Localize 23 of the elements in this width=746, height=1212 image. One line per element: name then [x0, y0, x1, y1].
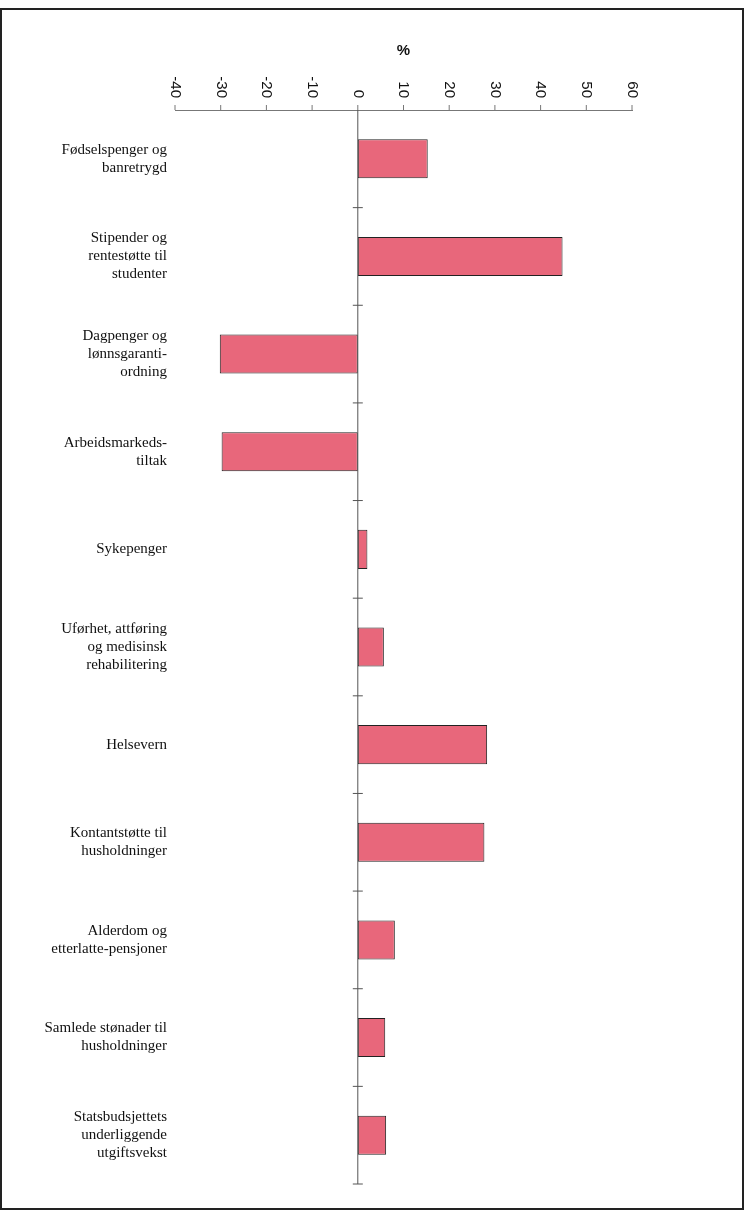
y-tick-label: Sykepenger: [96, 540, 167, 557]
x-tick-label: 30: [487, 81, 505, 98]
x-tick-label: 20: [442, 81, 460, 98]
y-tick-label: Helsevern: [106, 735, 168, 752]
x-tick-label: 0: [350, 89, 368, 98]
x-tick-label: 60: [624, 81, 642, 98]
x-tick-label: -30: [213, 76, 231, 98]
y-tick-label: Stipender og rentestøtte til studenter: [88, 229, 168, 282]
x-tick-label: 10: [396, 81, 414, 98]
x-tick-label: -40: [167, 76, 185, 98]
x-tick-label: 40: [533, 81, 551, 98]
y-tick-label: Alderdom og etterlatte-pensjoner: [51, 921, 168, 956]
y-tick-label: Arbeidsmarkeds- tiltak: [63, 433, 168, 468]
x-tick-label: -10: [304, 76, 322, 98]
y-tick-label: Dagpenger og lønnsgaranti- ordning: [82, 327, 168, 380]
y-tick-label: Samlede stønader til husholdninger: [44, 1019, 167, 1054]
x-tick-label: -20: [259, 76, 277, 98]
y-tick-label: Statsbudsjettets underliggende utgiftsvekst: [73, 1108, 168, 1161]
y-tick-label: Fødselspenger og banretrygd: [61, 140, 168, 175]
x-axis-title: %: [396, 40, 411, 58]
y-tick-label: Kontantstøtte til husholdninger: [69, 824, 167, 859]
y-tick-label: Uførhet, attføring og medisinsk rehabilitering: [61, 619, 168, 672]
x-tick-label: 50: [579, 81, 597, 98]
